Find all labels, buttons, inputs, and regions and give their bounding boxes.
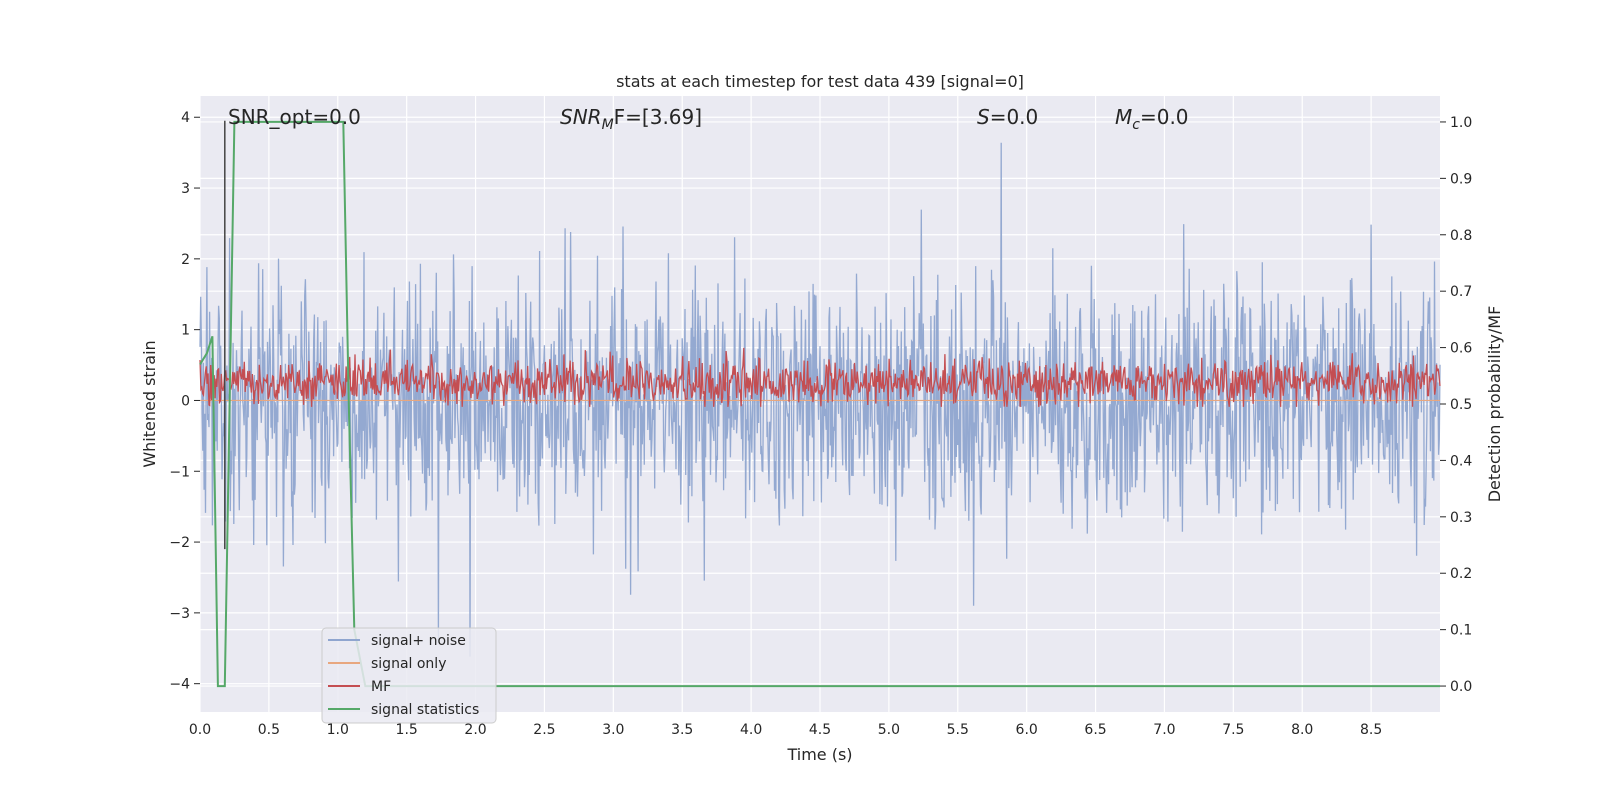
x-tick-label: 0.5: [258, 722, 280, 738]
x-tick-label: 8.0: [1291, 722, 1313, 738]
annotation-s-prefix: S: [977, 105, 990, 129]
legend-box: [321, 627, 497, 724]
y-axis-label: Whitened strain: [140, 340, 159, 467]
chart-title: stats at each timestep for test data 439…: [616, 72, 1024, 91]
y2-tick-label: 0.9: [1450, 171, 1472, 187]
x-tick-label: 3.5: [671, 722, 693, 738]
x-tick-label: 6.0: [1016, 722, 1038, 738]
y-tick-label: −2: [169, 535, 190, 551]
series-line-mf: [199, 347, 1441, 407]
legend-label-signal-only: signal only: [371, 656, 446, 672]
y2-tick-labels: 0.0 0.1 0.2 0.3 0.4 0.5 0.6 0.7 0.8 0.9 1.0: [1440, 115, 1472, 695]
y-tick-label: −1: [169, 464, 190, 480]
x-tick-label: 0.0: [189, 722, 211, 738]
x-tick-label: 8.5: [1360, 722, 1382, 738]
annotation-snr-mf-sub: M: [602, 117, 614, 133]
y2-tick-label: 0.4: [1450, 453, 1472, 469]
y2-tick-label: 0.0: [1450, 679, 1472, 695]
x-tick-label: 6.5: [1084, 722, 1106, 738]
y2-tick-label: 0.7: [1450, 284, 1472, 300]
annotation-snr-mf-prefix: SNR: [560, 105, 602, 129]
y2-tick-label: 1.0: [1450, 115, 1472, 131]
annotation-s: S=0.0: [977, 105, 1038, 129]
y2-tick-label: 0.8: [1450, 228, 1472, 244]
legend-label-mf: MF: [371, 679, 391, 695]
y-tick-labels: −4 −3 −2 −1 0 1 2 3 4: [169, 110, 200, 693]
annotation-snr-mf-suffix: F=[3.69]: [614, 105, 702, 129]
x-tick-label: 4.0: [740, 722, 762, 738]
annotation-mc: Mc=0.0: [1115, 105, 1189, 133]
y-tick-label: 0: [181, 393, 190, 409]
x-tick-label: 7.0: [1153, 722, 1175, 738]
y2-tick-label: 0.6: [1450, 341, 1472, 357]
y2-tick-label: 0.3: [1450, 510, 1472, 526]
y-tick-label: 4: [181, 110, 190, 126]
legend-label-signal-statistics: signal statistics: [371, 702, 479, 718]
y2-tick-label: 0.2: [1450, 566, 1472, 582]
x-tick-label: 1.5: [396, 722, 418, 738]
x-tick-label: 7.5: [1222, 722, 1244, 738]
x-tick-label: 1.0: [327, 722, 349, 738]
y-tick-label: 1: [181, 323, 190, 339]
x-tick-label: 2.0: [464, 722, 486, 738]
y-tick-label: 3: [181, 181, 190, 197]
series-line-signal-statistics: [199, 120, 1440, 688]
y-tick-label: 2: [181, 252, 190, 268]
x-tick-label: 4.5: [809, 722, 831, 738]
x-tick-label: 5.5: [947, 722, 969, 738]
y2-tick-label: 0.1: [1450, 623, 1472, 639]
y2-axis-label: Detection probability/MF: [1485, 306, 1504, 503]
x-axis-label: Time (s): [786, 745, 852, 764]
x-tick-label: 2.5: [533, 722, 555, 738]
annotation-mc-prefix: M: [1115, 105, 1132, 129]
legend: signal+ noise signal only MF signal stat…: [321, 627, 497, 724]
series-mf: [199, 347, 1441, 407]
annotation-snr-mf: SNRMF=[3.69]: [560, 105, 702, 133]
x-tick-labels: 0.0 0.5 1.0 1.5 2.0 2.5 3.0 3.5 4.0 4.5 5.0 5.5 6.0 6…: [189, 722, 1382, 738]
annotation-mc-suffix: =0.0: [1140, 105, 1189, 129]
legend-label-signal-noise: signal+ noise: [371, 633, 466, 649]
annotation-mc-sub: c: [1132, 117, 1140, 133]
y2-tick-label: 0.5: [1450, 397, 1472, 413]
x-tick-label: 5.0: [878, 722, 900, 738]
annotation-snr-opt: SNR_opt=0.0: [228, 105, 361, 129]
series-signal-statistics: [199, 120, 1440, 688]
annotation-s-suffix: =0.0: [990, 105, 1039, 129]
y-tick-label: −3: [169, 606, 190, 622]
x-tick-label: 3.0: [602, 722, 624, 738]
y-tick-label: −4: [169, 677, 190, 693]
